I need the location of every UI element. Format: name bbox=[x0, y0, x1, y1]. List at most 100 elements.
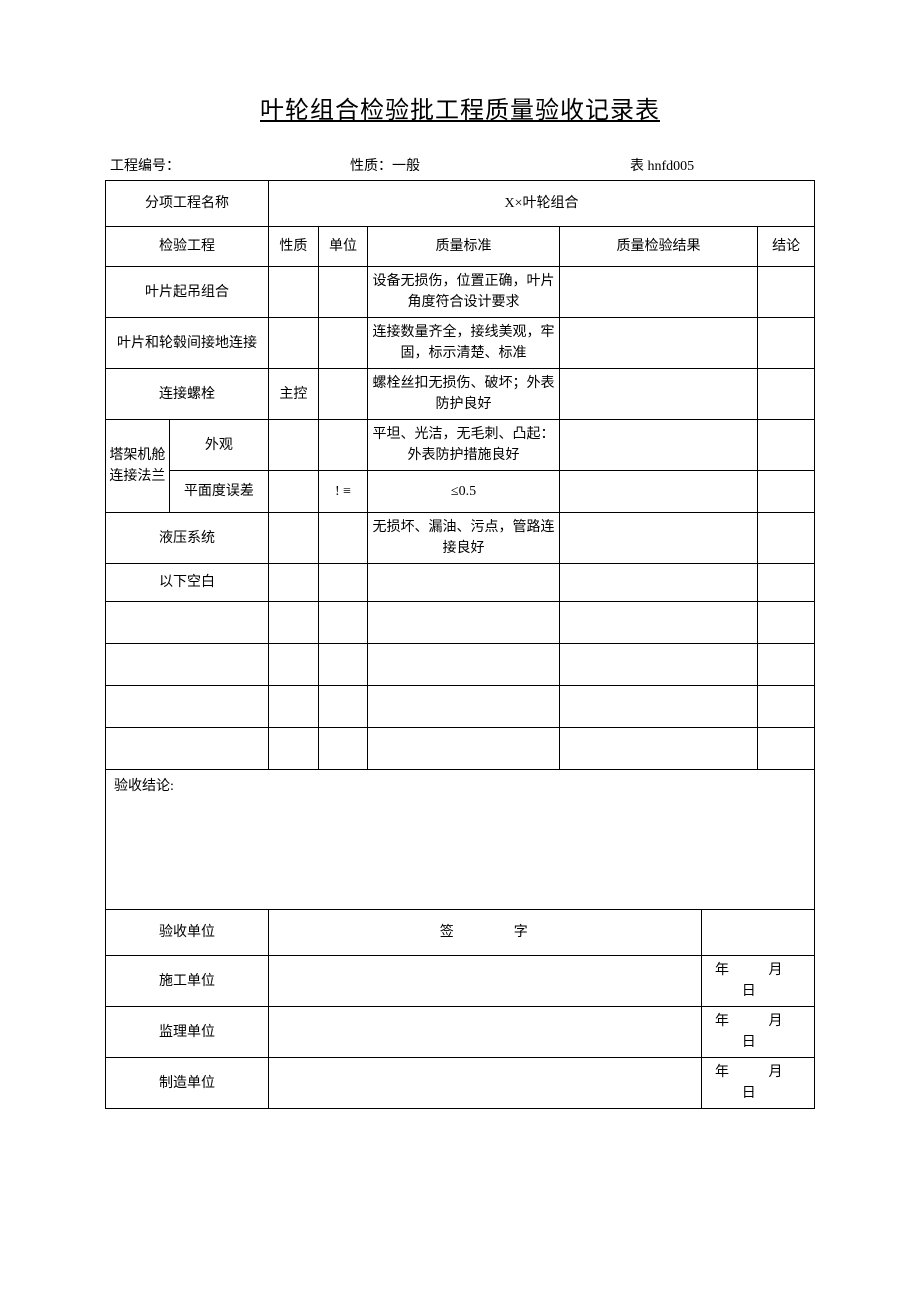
cell-unit bbox=[318, 420, 368, 471]
cell-empty bbox=[106, 686, 269, 728]
cell-empty bbox=[318, 686, 368, 728]
sign-header-row: 验收单位 签字 bbox=[106, 910, 815, 956]
table-header-row: 检验工程 性质 单位 质量标准 质量检验结果 结论 bbox=[106, 227, 815, 267]
cell-empty bbox=[758, 728, 815, 770]
cell-conclusion bbox=[758, 513, 815, 564]
cell-empty bbox=[269, 564, 319, 602]
cell-sub: 平面度误差 bbox=[169, 471, 268, 513]
table-row bbox=[106, 686, 815, 728]
construction-unit: 施工单位 bbox=[106, 956, 269, 1007]
cell-empty bbox=[701, 910, 814, 956]
cell-empty bbox=[106, 644, 269, 686]
cell-conclusion bbox=[758, 369, 815, 420]
cell-empty bbox=[269, 728, 319, 770]
sign-row: 监理单位 年 月 日 bbox=[106, 1007, 815, 1058]
cell-empty bbox=[269, 686, 319, 728]
table-row: 连接螺栓 主控 螺栓丝扣无损伤、破坏；外表防护良好 bbox=[106, 369, 815, 420]
col-conclusion: 结论 bbox=[758, 227, 815, 267]
cell-empty bbox=[758, 602, 815, 644]
supervision-unit: 监理单位 bbox=[106, 1007, 269, 1058]
table-row: 以下空白 bbox=[106, 564, 815, 602]
cell-nature bbox=[269, 267, 319, 318]
cell-standard: 无损坏、漏油、污点，管路连接良好 bbox=[368, 513, 559, 564]
table-row: 塔架机舱连接法兰 外观 平坦、光洁，无毛刺、凸起：外表防护措施良好 bbox=[106, 420, 815, 471]
cell-name: 连接螺栓 bbox=[106, 369, 269, 420]
date-cell: 年 月 日 bbox=[701, 1007, 814, 1058]
cell-result bbox=[559, 369, 758, 420]
cell-empty bbox=[269, 644, 319, 686]
header-line: 工程编号： 性质：一般 表 hnfd005 bbox=[105, 155, 815, 175]
date-cell: 年 月 日 bbox=[701, 1058, 814, 1109]
cell-result bbox=[559, 513, 758, 564]
cell-empty bbox=[559, 564, 758, 602]
conclusion-row: 验收结论: bbox=[106, 770, 815, 910]
date-cell: 年 月 日 bbox=[701, 956, 814, 1007]
sign-row: 制造单位 年 月 日 bbox=[106, 1058, 815, 1109]
cell-empty bbox=[559, 686, 758, 728]
cell-empty bbox=[368, 686, 559, 728]
cell-unit: ! ≡ bbox=[318, 471, 368, 513]
col-inspection: 检验工程 bbox=[106, 227, 269, 267]
cell-standard: 平坦、光洁，无毛刺、凸起：外表防护措施良好 bbox=[368, 420, 559, 471]
cell-conclusion bbox=[758, 471, 815, 513]
cell-empty bbox=[269, 602, 319, 644]
cell-empty bbox=[318, 564, 368, 602]
table-row: 叶片起吊组合 设备无损伤，位置正确，叶片角度符合设计要求 bbox=[106, 267, 815, 318]
cell-unit bbox=[318, 267, 368, 318]
page-title: 叶轮组合检验批工程质量验收记录表 bbox=[105, 90, 815, 125]
table-row bbox=[106, 728, 815, 770]
signature-label: 签字 bbox=[269, 910, 701, 956]
sign-row: 施工单位 年 月 日 bbox=[106, 956, 815, 1007]
cell-empty bbox=[318, 602, 368, 644]
cell-conclusion bbox=[758, 318, 815, 369]
table-row bbox=[106, 602, 815, 644]
cell-standard: 连接数量齐全，接线美观，牢固，标示清楚、标准 bbox=[368, 318, 559, 369]
table-row: 液压系统 无损坏、漏油、污点，管路连接良好 bbox=[106, 513, 815, 564]
cell-result bbox=[559, 471, 758, 513]
inspection-table: 分项工程名称 X×叶轮组合 检验工程 性质 单位 质量标准 质量检验结果 结论 … bbox=[105, 180, 815, 1109]
cell-nature bbox=[269, 420, 319, 471]
cell-empty bbox=[318, 728, 368, 770]
table-row: 分项工程名称 X×叶轮组合 bbox=[106, 181, 815, 227]
manufacturer-unit: 制造单位 bbox=[106, 1058, 269, 1109]
cell-empty bbox=[559, 644, 758, 686]
cell-empty bbox=[559, 602, 758, 644]
cell-empty bbox=[368, 602, 559, 644]
cell-empty bbox=[559, 728, 758, 770]
cell-empty bbox=[368, 728, 559, 770]
cell-result bbox=[559, 267, 758, 318]
cell-empty bbox=[368, 564, 559, 602]
cell-result bbox=[559, 318, 758, 369]
col-nature: 性质 bbox=[269, 227, 319, 267]
cell-unit bbox=[318, 513, 368, 564]
table-row: 叶片和轮毂间接地连接 连接数量齐全，接线美观，牢固，标示清楚、标准 bbox=[106, 318, 815, 369]
cell-name: 液压系统 bbox=[106, 513, 269, 564]
project-number-label: 工程编号： bbox=[110, 155, 350, 175]
cell-nature bbox=[269, 471, 319, 513]
cell-nature: 主控 bbox=[269, 369, 319, 420]
table-row bbox=[106, 644, 815, 686]
blank-label: 以下空白 bbox=[106, 564, 269, 602]
cell-nature bbox=[269, 318, 319, 369]
cell-unit bbox=[318, 369, 368, 420]
cell-empty bbox=[758, 686, 815, 728]
cell-standard: ≤0.5 bbox=[368, 471, 559, 513]
cell-empty bbox=[106, 728, 269, 770]
sign-area bbox=[269, 956, 701, 1007]
cell-name: 叶片起吊组合 bbox=[106, 267, 269, 318]
table-row: 平面度误差 ! ≡ ≤0.5 bbox=[106, 471, 815, 513]
table-code: 表 hnfd005 bbox=[630, 155, 810, 175]
cell-unit bbox=[318, 318, 368, 369]
cell-conclusion bbox=[758, 267, 815, 318]
cell-group: 塔架机舱连接法兰 bbox=[106, 420, 170, 513]
subproject-name-value: X×叶轮组合 bbox=[269, 181, 815, 227]
conclusion-cell: 验收结论: bbox=[106, 770, 815, 910]
cell-standard: 设备无损伤，位置正确，叶片角度符合设计要求 bbox=[368, 267, 559, 318]
cell-name: 叶片和轮毂间接地连接 bbox=[106, 318, 269, 369]
cell-nature bbox=[269, 513, 319, 564]
nature-label: 性质：一般 bbox=[350, 155, 630, 175]
cell-empty bbox=[368, 644, 559, 686]
sign-area bbox=[269, 1007, 701, 1058]
cell-result bbox=[559, 420, 758, 471]
cell-empty bbox=[318, 644, 368, 686]
